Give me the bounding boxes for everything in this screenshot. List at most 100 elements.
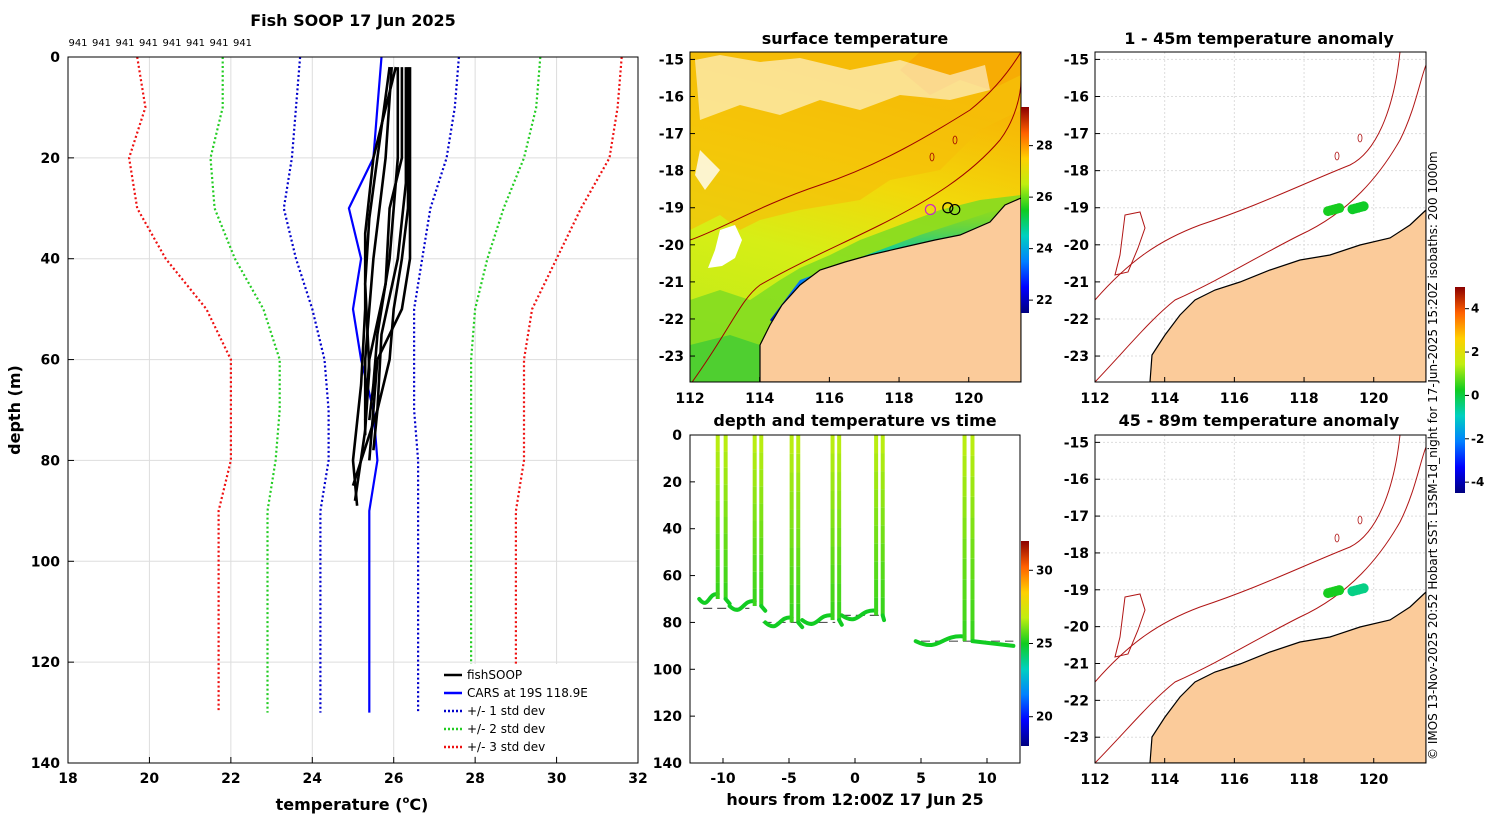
std2-left-line xyxy=(209,57,281,713)
profile-top-label: 941 xyxy=(139,38,158,49)
ts-title: depth and temperature vs time xyxy=(713,411,996,430)
anomaly-point xyxy=(1358,583,1369,594)
ts-x-ticks: -10 -5 0 5 10 xyxy=(710,758,997,787)
ts-ytick-label: 100 xyxy=(653,662,682,678)
profile-ytick-label: 100 xyxy=(31,554,60,570)
anomaly-map-45-89m: 45 - 89m temperature anomaly 112 114 116 11… xyxy=(1064,411,1427,788)
map-ytick-label: -23 xyxy=(1064,730,1089,746)
sst-cb-label: 22 xyxy=(1036,293,1053,307)
a2-anomaly-points xyxy=(1323,583,1369,599)
cast-bottom-track xyxy=(839,608,879,622)
isobath-200m xyxy=(691,79,1021,382)
a2-island-outline xyxy=(1114,593,1146,658)
ts-colorbar xyxy=(1021,541,1029,746)
std3-left-line xyxy=(127,56,232,713)
a1-land-mass xyxy=(1149,209,1426,382)
map-ytick-label: -18 xyxy=(659,164,684,180)
sst-cb-label: 28 xyxy=(1036,139,1053,153)
sst-title: surface temperature xyxy=(762,29,949,48)
anomaly-colorbar xyxy=(1455,287,1465,493)
a2-x-ticks: 112 114 116 118 120 xyxy=(1080,758,1389,788)
sst-south-cool xyxy=(690,335,770,382)
profile-top-label: 941 xyxy=(209,38,228,49)
a2-isobath-1000m xyxy=(1095,435,1401,683)
cast-marker xyxy=(924,203,937,216)
map-ytick-label: -16 xyxy=(1064,472,1089,488)
cast-tail-track xyxy=(759,604,768,613)
cast-bottom-track xyxy=(727,599,757,612)
cast-tail-track xyxy=(723,597,732,606)
sst-cb-label: 24 xyxy=(1036,242,1053,256)
anomaly-cb-label: 2 xyxy=(1471,345,1479,359)
map-xtick-label: 120 xyxy=(954,391,983,407)
map-xtick-label: 114 xyxy=(1150,772,1179,788)
profile-top-label: 941 xyxy=(233,38,252,49)
profile-ytick-label: 0 xyxy=(50,50,60,66)
a2-y-ticks: -15 -16 -17 -18 -19 -20 -21 -22 -23 xyxy=(1064,435,1100,746)
anomaly-map-1-45m: 1 - 45m temperature anomaly 112 114 116 118… xyxy=(1064,29,1427,407)
ts-cb-label: 25 xyxy=(1036,637,1053,651)
map-ytick-label: -23 xyxy=(1064,349,1089,365)
anomaly-point xyxy=(1334,203,1345,214)
profile-xlabel: temperature (oC) xyxy=(276,795,429,814)
map-ytick-label: -17 xyxy=(1064,127,1089,143)
a2-title: 45 - 89m temperature anomaly xyxy=(1119,411,1400,430)
map-ytick-label: -21 xyxy=(1064,275,1089,291)
sst-cast-markers xyxy=(924,202,961,216)
profile-xtick-label: 32 xyxy=(628,771,647,787)
anomaly-point xyxy=(1358,201,1369,212)
profile-grid xyxy=(67,56,639,764)
legend-label: +/- 3 std dev xyxy=(467,740,545,754)
a1-isobath-1000m xyxy=(1095,52,1401,301)
profile-top-labels: 941 941 941 941 941 941 941 941 xyxy=(68,38,252,49)
cast-bottom-track xyxy=(800,613,835,626)
std-dev-bands xyxy=(127,56,623,713)
profile-top-label: 941 xyxy=(115,38,134,49)
map-xtick-label: 118 xyxy=(884,391,913,407)
map-xtick-label: 114 xyxy=(745,391,774,407)
ts-xtick-label: -5 xyxy=(781,771,797,787)
map-ytick-label: -23 xyxy=(659,349,684,365)
map-ytick-label: -19 xyxy=(1064,583,1089,599)
profile-xtick-label: 24 xyxy=(303,771,323,787)
profile-top-label: 941 xyxy=(186,38,205,49)
ts-cb-label: 20 xyxy=(1036,710,1053,724)
map-xtick-label: 116 xyxy=(815,391,844,407)
map-xtick-label: 116 xyxy=(1220,772,1249,788)
ts-xtick-label: 5 xyxy=(916,771,926,787)
fishsoop-profile-line xyxy=(372,67,408,451)
cast-marker xyxy=(942,202,954,214)
cast-bottom-track xyxy=(913,634,967,648)
cast-tail-track xyxy=(837,618,844,627)
a2-isobath-200m xyxy=(1095,446,1426,763)
ts-ytick-label: 40 xyxy=(663,522,683,538)
map-ytick-label: -18 xyxy=(1064,164,1089,180)
fishsoop-profiles xyxy=(351,66,412,506)
map-ytick-label: -17 xyxy=(1064,509,1089,525)
cast-bottom-track xyxy=(697,592,720,605)
std1-left-line xyxy=(282,56,330,713)
map-xtick-label: 116 xyxy=(1220,391,1249,407)
fishsoop-profile-line xyxy=(351,67,410,486)
map-xtick-label: 118 xyxy=(1289,772,1318,788)
a2-land-mass xyxy=(1149,591,1426,763)
profile-x-ticks: 18 20 22 24 26 28 30 32 xyxy=(58,757,648,787)
sst-y-ticks: -15 -16 -17 -18 -19 -20 -21 -22 -23 xyxy=(659,52,695,365)
map-xtick-label: 112 xyxy=(1080,772,1109,788)
anomaly-cb-label: -4 xyxy=(1471,475,1484,489)
map-ytick-label: -19 xyxy=(659,201,684,217)
fishsoop-profile-line xyxy=(353,66,391,501)
sst-colorbar xyxy=(1021,107,1029,313)
seafloor-dashes xyxy=(703,607,1014,642)
map-ytick-label: -18 xyxy=(1064,546,1089,562)
sst-cloud-mask xyxy=(695,55,990,120)
ts-ytick-label: 60 xyxy=(663,569,683,585)
map-xtick-label: 120 xyxy=(1359,391,1388,407)
map-ytick-label: -20 xyxy=(659,238,685,254)
anomaly-cb-label: 4 xyxy=(1471,302,1479,316)
map-ytick-label: -16 xyxy=(1064,89,1089,105)
std2-right-line xyxy=(470,56,542,713)
map-xtick-label: 114 xyxy=(1150,391,1179,407)
a1-y-ticks: -15 -16 -17 -18 -19 -20 -21 -22 -23 xyxy=(1064,52,1100,365)
map-xtick-label: 118 xyxy=(1289,391,1318,407)
